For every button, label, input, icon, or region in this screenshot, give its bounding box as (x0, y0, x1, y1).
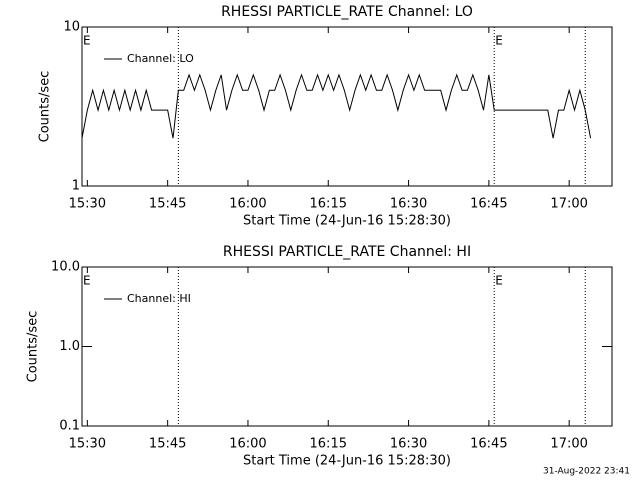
plot-frame (81, 26, 613, 187)
y-tick-label: 1 (72, 179, 80, 194)
footer-timestamp: 31-Aug-2022 23:41 (543, 467, 630, 477)
x-tick-label: 17:00 (550, 197, 587, 212)
x-tick-label: 16:30 (390, 197, 427, 212)
y-tick-label: 10.0 (51, 260, 80, 275)
y-tick-label: 0.1 (59, 419, 80, 434)
x-tick-label: 16:00 (229, 437, 266, 452)
x-tick-label: 16:15 (310, 197, 347, 212)
event-marker: E (83, 34, 91, 48)
event-marker: E (495, 34, 503, 48)
plot-frame (81, 266, 613, 427)
event-marker: E (83, 274, 91, 288)
x-tick-label: 15:30 (69, 437, 106, 452)
y-axis-label: Counts/sec (26, 311, 41, 383)
x-tick-label: 16:15 (310, 437, 347, 452)
chart-title: RHESSI PARTICLE_RATE Channel: HI (223, 244, 471, 260)
x-tick-label: 15:45 (149, 197, 186, 212)
y-axis-label: Counts/sec (38, 71, 53, 143)
legend-label: Channel: LO (127, 52, 194, 65)
x-axis-label: Start Time (24-Jun-16 15:28:30) (243, 214, 451, 229)
x-tick-label: 16:30 (390, 437, 427, 452)
x-axis-label: Start Time (24-Jun-16 15:28:30) (243, 454, 451, 469)
y-tick-label: 10 (63, 20, 80, 35)
x-tick-label: 16:45 (470, 197, 507, 212)
x-tick-label: 16:00 (229, 197, 266, 212)
x-tick-label: 15:45 (149, 437, 186, 452)
event-marker: E (495, 274, 503, 288)
x-tick-label: 15:30 (69, 197, 106, 212)
legend-label: Channel: HI (127, 292, 191, 305)
x-tick-label: 17:00 (550, 437, 587, 452)
chart-title: RHESSI PARTICLE_RATE Channel: LO (221, 4, 473, 20)
x-tick-label: 16:45 (470, 437, 507, 452)
y-tick-label: 1.0 (59, 339, 80, 354)
data-line (81, 73, 592, 139)
